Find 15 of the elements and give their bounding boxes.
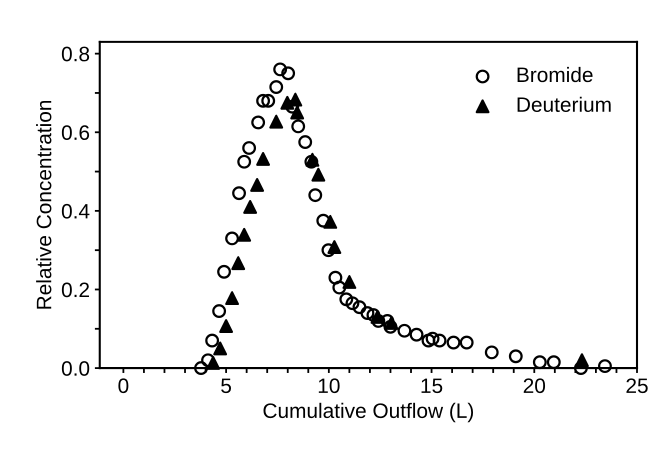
y-tick-label: 0.4 (62, 204, 90, 219)
y-tick-label: 0.2 (62, 282, 89, 298)
x-tick-label: 15 (422, 378, 442, 394)
legend-label: Bromide (518, 66, 593, 82)
x-axis-title: Cumulative Outflow (L) (264, 402, 474, 422)
x-tick-label: 0 (118, 378, 128, 394)
x-tick-label: 10 (318, 378, 340, 394)
x-tick-label: 25 (626, 378, 648, 394)
x-tick-label: 5 (221, 378, 232, 394)
y-axis-title: Relative Concentration (36, 100, 52, 309)
y-tick-label: 0.0 (62, 361, 90, 376)
legend-label: Deuterium (518, 96, 611, 112)
y-tick-label: 0.6 (62, 125, 90, 140)
y-tick-label: 0.8 (62, 46, 90, 62)
x-tick-label: 20 (524, 378, 546, 394)
